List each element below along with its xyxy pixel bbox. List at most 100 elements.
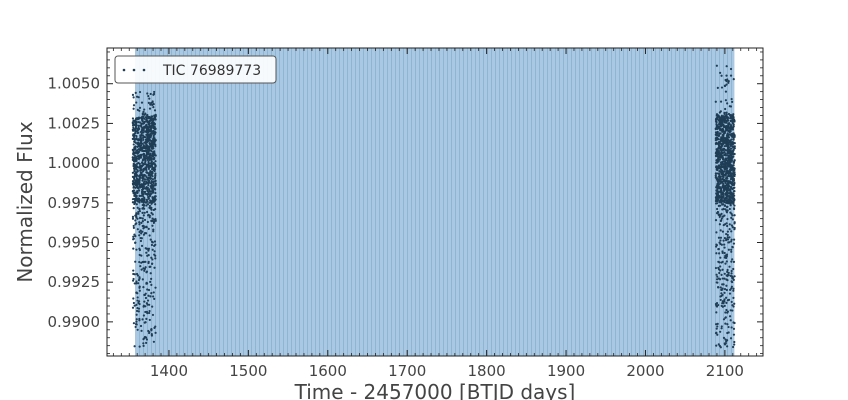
flux-point — [136, 186, 139, 189]
flux-point — [714, 154, 718, 158]
flux-point — [721, 136, 724, 139]
flux-point — [141, 224, 144, 228]
flux-point — [142, 233, 146, 236]
flux-point — [726, 187, 730, 190]
flux-point — [715, 323, 718, 326]
flux-point — [147, 153, 151, 156]
flux-point — [145, 201, 148, 204]
flux-point — [719, 170, 722, 173]
flux-point — [725, 301, 728, 304]
flux-point — [720, 217, 723, 220]
legend-dot — [132, 68, 136, 72]
flux-point — [149, 295, 152, 298]
flux-point — [731, 226, 734, 229]
flux-point — [729, 161, 732, 164]
flux-point — [140, 199, 143, 202]
flux-point — [720, 201, 723, 204]
flux-point — [139, 165, 142, 168]
flux-point — [135, 318, 138, 321]
flux-point — [136, 299, 139, 302]
flux-point — [720, 200, 723, 203]
flux-point — [733, 172, 736, 175]
flux-point — [730, 250, 733, 253]
flux-point — [728, 200, 731, 203]
flux-point — [154, 207, 157, 211]
flux-point — [144, 247, 147, 250]
flux-point — [135, 291, 138, 294]
flux-point — [719, 204, 722, 207]
flux-point — [144, 149, 147, 152]
flux-point — [728, 188, 732, 191]
flux-point — [725, 209, 728, 213]
flux-point — [718, 132, 721, 135]
flux-point — [136, 228, 139, 231]
flux-point — [150, 147, 153, 150]
flux-point — [144, 192, 147, 195]
flux-point — [724, 322, 727, 325]
flux-point — [729, 288, 732, 291]
flux-point — [725, 232, 728, 236]
flux-point — [147, 174, 150, 177]
flux-point — [136, 328, 139, 331]
flux-point — [724, 181, 727, 185]
flux-point — [725, 194, 729, 198]
flux-point — [152, 167, 155, 170]
flux-point — [142, 214, 145, 217]
flux-point — [726, 177, 729, 180]
flux-point — [719, 236, 723, 239]
flux-point — [143, 117, 146, 120]
flux-point — [722, 163, 725, 166]
flux-point — [726, 78, 729, 81]
flux-point — [730, 138, 733, 141]
flux-point — [731, 218, 734, 221]
flux-point — [727, 202, 731, 205]
flux-point — [714, 266, 718, 270]
flux-point — [134, 325, 137, 329]
flux-point — [135, 309, 139, 313]
flux-point — [143, 321, 146, 324]
flux-point — [725, 136, 728, 139]
flux-point — [723, 139, 727, 143]
flux-point — [138, 289, 141, 292]
flux-point — [724, 107, 727, 111]
flux-point — [152, 135, 155, 139]
flux-point — [721, 151, 725, 154]
flux-point — [152, 220, 156, 223]
flux-point — [733, 167, 736, 170]
flux-point — [714, 202, 718, 205]
x-tick-labels: 1400 1500 1600 1700 1800 1900 2000 2100 — [150, 362, 744, 380]
flux-point — [728, 228, 731, 231]
flux-point — [724, 174, 727, 177]
flux-point — [142, 126, 145, 129]
flux-point — [141, 220, 144, 223]
flux-point — [731, 309, 734, 312]
flux-point — [134, 260, 137, 263]
flux-point — [148, 189, 151, 192]
flux-point — [138, 345, 141, 348]
flux-point — [134, 125, 138, 128]
flux-point — [131, 198, 135, 201]
flux-point — [143, 183, 146, 186]
flux-point — [724, 311, 727, 314]
flux-point — [132, 152, 135, 155]
flux-point — [148, 204, 152, 208]
flux-point — [154, 219, 157, 222]
flux-point — [152, 230, 155, 233]
flux-point — [721, 133, 724, 137]
flux-point — [723, 237, 727, 240]
flux-point — [727, 112, 731, 116]
flux-point — [729, 337, 733, 340]
flux-point — [131, 217, 135, 220]
flux-point — [721, 138, 725, 141]
flux-point — [725, 296, 728, 299]
flux-point — [131, 175, 135, 178]
flux-point — [147, 197, 150, 200]
flux-point — [730, 240, 733, 243]
flux-point — [148, 107, 152, 110]
flux-point — [731, 165, 734, 168]
flux-point — [716, 333, 719, 336]
flux-point — [138, 319, 141, 322]
flux-point — [144, 154, 148, 157]
flux-point — [727, 248, 730, 251]
flux-point — [723, 186, 726, 190]
